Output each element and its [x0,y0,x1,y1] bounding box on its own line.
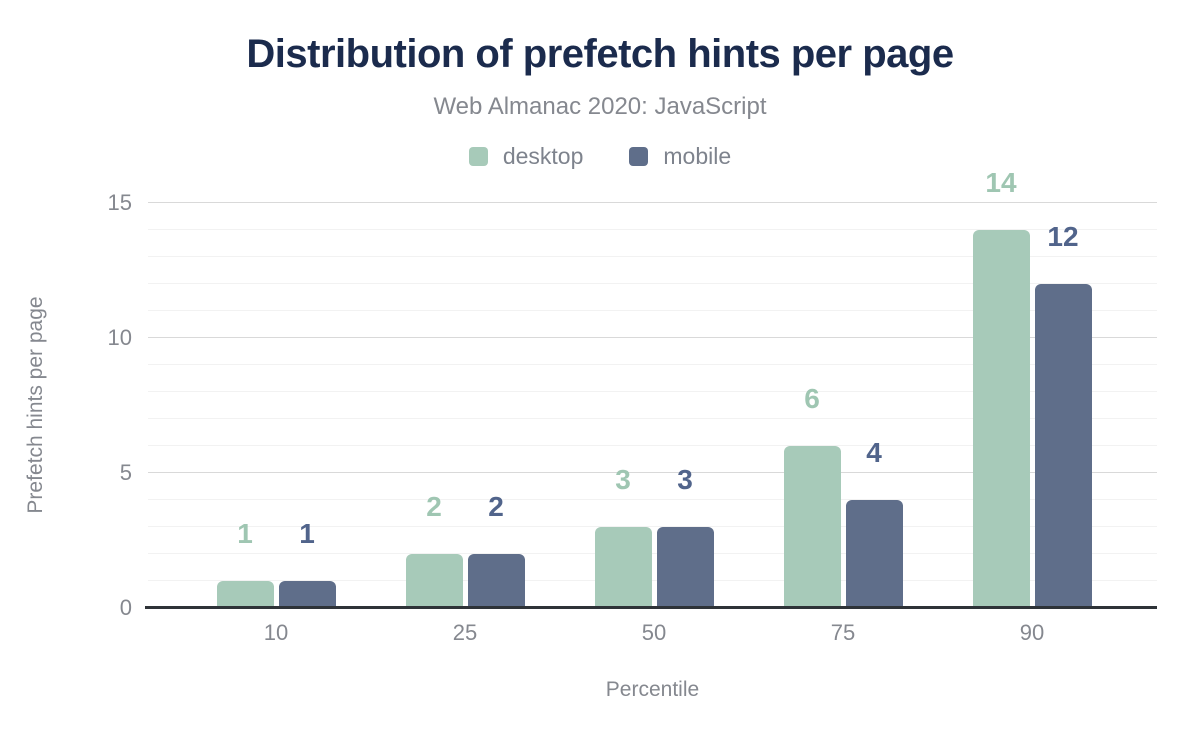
bar-mobile-p10 [278,581,336,608]
bar-mobile-p75 [845,500,903,608]
minor-gridline [148,445,1157,446]
bar-value-label-mobile-p75: 4 [866,437,882,468]
legend-item-mobile: mobile [629,143,731,170]
y-axis-title: Prefetch hints per page [24,296,47,514]
bar-desktop-p10 [216,581,274,608]
major-gridline [148,337,1157,338]
bar-value-label-mobile-p90: 12 [1047,221,1079,252]
legend-swatch-mobile [629,147,649,166]
bar-value-label-mobile-p50: 3 [677,464,693,495]
minor-gridline [148,499,1157,500]
x-tick-label-25: 25 [452,620,478,645]
legend-swatch-desktop [468,147,488,166]
bar-desktop-p90 [972,230,1030,608]
bar-desktop-p25 [405,554,463,608]
y-tick-label-5: 5 [119,460,132,485]
x-axis-title: Percentile [605,678,700,701]
x-tick-label-75: 75 [830,620,856,645]
legend-label-desktop: desktop [502,143,584,169]
minor-gridline [148,229,1157,230]
minor-gridline [148,553,1157,554]
bar-value-label-desktop-p75: 6 [804,383,820,414]
bar-mobile-p25 [467,554,525,608]
x-tick-label-10: 10 [263,620,289,645]
minor-gridline [148,283,1157,284]
bar-value-label-mobile-p25: 2 [488,491,504,522]
x-tick-label-90: 90 [1019,620,1045,645]
chart-subtitle: Web Almanac 2020: JavaScript [433,93,767,120]
bar-value-label-desktop-p25: 2 [426,491,442,522]
x-axis-line [145,606,1157,609]
bar-value-label-desktop-p50: 3 [615,464,631,495]
minor-gridline [148,310,1157,311]
major-gridline [148,472,1157,473]
major-gridline [148,202,1157,203]
bar-mobile-p90 [1034,284,1092,608]
y-tick-label-10: 10 [107,325,132,350]
chart-title: Distribution of prefetch hints per page [246,32,954,76]
minor-gridline [148,256,1157,257]
minor-gridline [148,526,1157,527]
y-tick-label-0: 0 [119,595,132,620]
minor-gridline [148,418,1157,419]
plot-area: 1 2 3 6 14 1 2 3 4 12 [145,168,1157,609]
legend: desktop mobile [0,143,1200,170]
bar-value-label-desktop-p10: 1 [237,518,253,549]
bar-value-label-desktop-p90: 14 [985,167,1017,198]
bar-mobile-p50 [656,527,714,608]
x-tick-label-50: 50 [641,620,667,645]
bar-desktop-p75 [783,446,841,608]
bar-value-label-mobile-p10: 1 [299,518,315,549]
y-tick-label-15: 15 [107,190,132,215]
legend-item-desktop: desktop [468,143,584,170]
minor-gridline [148,364,1157,365]
minor-gridline [148,580,1157,581]
bar-desktop-p50 [594,527,652,608]
minor-gridline [148,391,1157,392]
legend-label-mobile: mobile [663,143,732,169]
